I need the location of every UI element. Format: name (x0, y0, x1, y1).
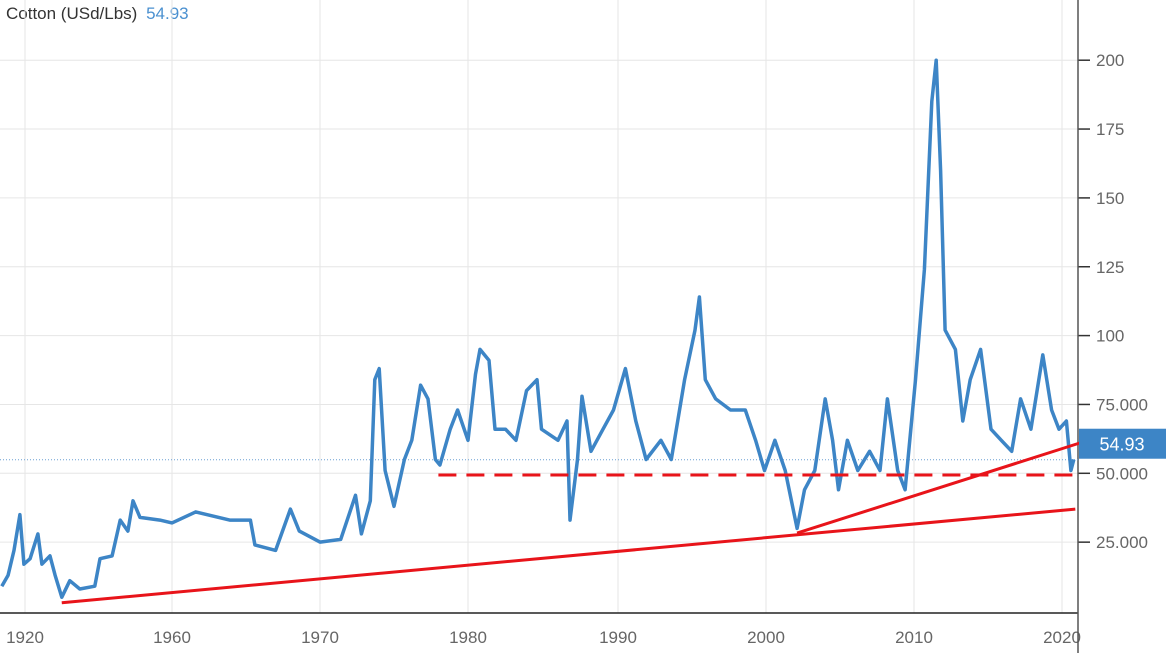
x-tick-label: 1920 (6, 628, 44, 647)
instrument-name: Cotton (USd/Lbs) (6, 4, 138, 23)
y-tick-label: 125 (1096, 258, 1124, 277)
price-series-line (0, 58, 1076, 599)
y-tick-label: 200 (1096, 51, 1124, 70)
x-tick-label: 2020 (1043, 628, 1081, 647)
chart-title: Cotton (USd/Lbs) 54.93 (6, 4, 189, 24)
x-tick-label: 2000 (747, 628, 785, 647)
y-tick-label: 100 (1096, 327, 1124, 346)
x-tick-label: 2010 (895, 628, 933, 647)
y-tick-label: 150 (1096, 189, 1124, 208)
x-tick-label: 1960 (153, 628, 191, 647)
x-tick-label: 1990 (599, 628, 637, 647)
current-value-badge (1079, 428, 1166, 459)
x-tick-label: 1970 (301, 628, 339, 647)
x-tick-label: 1980 (449, 628, 487, 647)
trendline (796, 441, 1081, 535)
y-tick-label: 50.000 (1096, 464, 1148, 483)
current-value-label: 54.93 (1099, 435, 1144, 455)
y-tick-label: 75.000 (1096, 395, 1148, 414)
trendline (61, 507, 1076, 605)
current-price: 54.93 (146, 4, 189, 23)
y-tick-label: 25.000 (1096, 533, 1148, 552)
y-tick-label: 175 (1096, 120, 1124, 139)
